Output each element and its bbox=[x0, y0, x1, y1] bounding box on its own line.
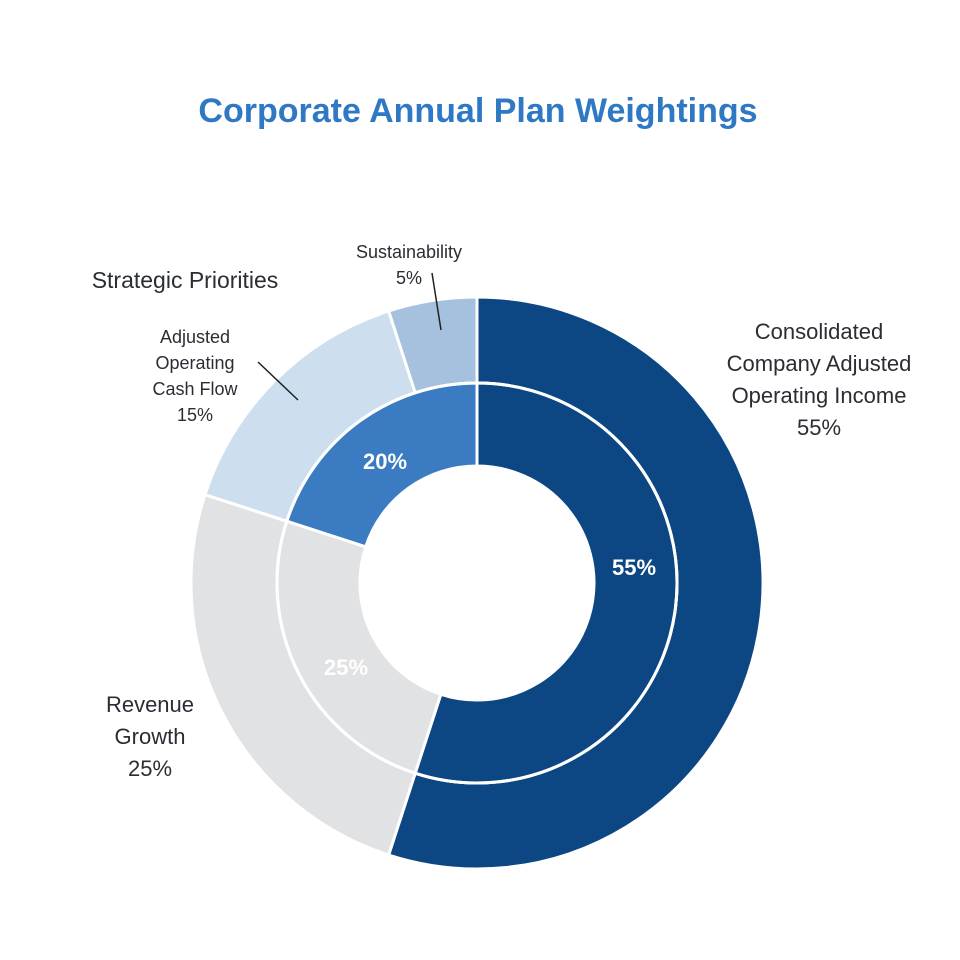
label-sustainability: Sustainability 5% bbox=[356, 242, 462, 331]
label-revenue-growth: Revenue Growth 25% bbox=[106, 692, 194, 781]
label-operating-income: Consolidated Company Adjusted Operating … bbox=[727, 319, 912, 440]
inner-label-25: 25% bbox=[324, 655, 368, 680]
label-value: 25% bbox=[128, 756, 172, 781]
leader-line bbox=[431, 272, 442, 331]
label-value: 15% bbox=[177, 405, 213, 425]
group-label: Strategic Priorities bbox=[92, 267, 279, 293]
ring-separator bbox=[275, 381, 679, 785]
label-line: Revenue bbox=[106, 692, 194, 717]
chart-title: Corporate Annual Plan Weightings bbox=[198, 92, 757, 130]
leader-line bbox=[257, 361, 299, 401]
inner-label-55: 55% bbox=[612, 555, 656, 580]
label-line: Growth bbox=[115, 724, 186, 749]
label-line: Consolidated bbox=[755, 319, 883, 344]
label-line: Operating bbox=[155, 353, 234, 373]
label-line: Company Adjusted bbox=[727, 351, 912, 376]
label-cash-flow: Adjusted Operating Cash Flow 15% bbox=[152, 327, 299, 425]
label-line: Adjusted bbox=[160, 327, 230, 347]
inner-label-20: 20% bbox=[363, 449, 407, 474]
inner-ring bbox=[275, 381, 679, 785]
label-line: Operating Income bbox=[732, 383, 907, 408]
label-line: Sustainability bbox=[356, 242, 462, 262]
label-line: Cash Flow bbox=[152, 379, 238, 399]
label-value: 5% bbox=[396, 268, 422, 288]
label-value: 55% bbox=[797, 415, 841, 440]
